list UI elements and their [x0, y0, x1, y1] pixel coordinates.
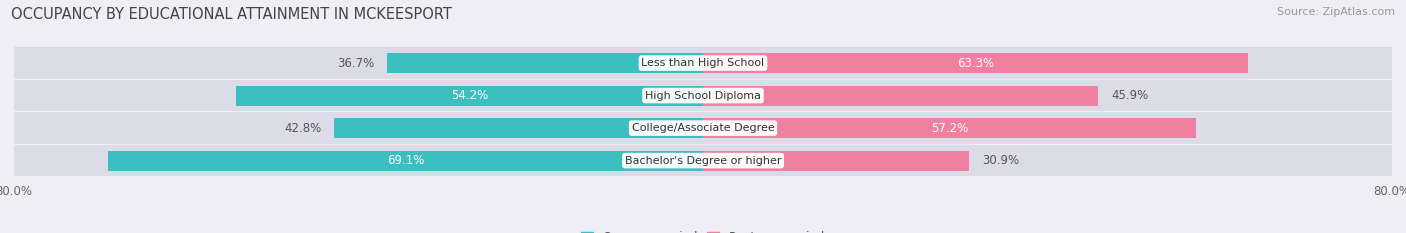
Bar: [14, 112, 703, 144]
Bar: [14, 47, 703, 79]
Text: Less than High School: Less than High School: [641, 58, 765, 68]
Text: College/Associate Degree: College/Associate Degree: [631, 123, 775, 133]
Bar: [703, 118, 1195, 138]
Bar: [703, 145, 1392, 176]
Text: 54.2%: 54.2%: [451, 89, 488, 102]
Legend: Owner-occupied, Renter-occupied: Owner-occupied, Renter-occupied: [576, 226, 830, 233]
Text: 69.1%: 69.1%: [387, 154, 425, 167]
Bar: [387, 53, 703, 73]
Bar: [703, 112, 1392, 144]
Bar: [14, 145, 703, 176]
Bar: [703, 151, 969, 171]
Text: 36.7%: 36.7%: [337, 57, 374, 70]
Text: Source: ZipAtlas.com: Source: ZipAtlas.com: [1277, 7, 1395, 17]
Bar: [236, 86, 703, 106]
Bar: [108, 151, 703, 171]
Text: OCCUPANCY BY EDUCATIONAL ATTAINMENT IN MCKEESPORT: OCCUPANCY BY EDUCATIONAL ATTAINMENT IN M…: [11, 7, 453, 22]
Text: 42.8%: 42.8%: [284, 122, 322, 135]
Text: 30.9%: 30.9%: [981, 154, 1019, 167]
Bar: [335, 118, 703, 138]
Bar: [703, 53, 1249, 73]
Text: High School Diploma: High School Diploma: [645, 91, 761, 101]
Bar: [703, 47, 1392, 79]
Text: 57.2%: 57.2%: [931, 122, 967, 135]
Text: Bachelor's Degree or higher: Bachelor's Degree or higher: [624, 156, 782, 166]
Bar: [14, 80, 703, 111]
Bar: [703, 80, 1392, 111]
Text: 45.9%: 45.9%: [1111, 89, 1149, 102]
Text: 63.3%: 63.3%: [957, 57, 994, 70]
Bar: [703, 86, 1098, 106]
